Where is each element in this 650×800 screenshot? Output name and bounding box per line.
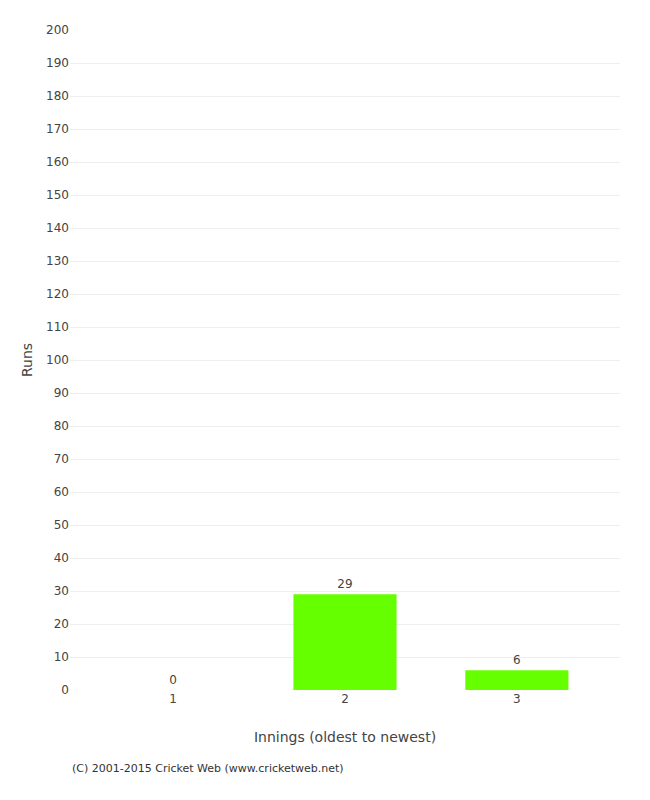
- svg-text:80: 80: [54, 419, 69, 433]
- svg-text:180: 180: [46, 89, 69, 103]
- svg-text:130: 130: [46, 254, 69, 268]
- svg-text:Innings (oldest to newest): Innings (oldest to newest): [254, 729, 436, 745]
- svg-text:1: 1: [169, 692, 177, 706]
- svg-text:30: 30: [54, 584, 69, 598]
- svg-text:60: 60: [54, 485, 69, 499]
- svg-text:10: 10: [54, 650, 69, 664]
- svg-text:70: 70: [54, 452, 69, 466]
- svg-text:50: 50: [54, 518, 69, 532]
- svg-text:6: 6: [513, 653, 521, 667]
- svg-text:40: 40: [54, 551, 69, 565]
- svg-text:0: 0: [61, 683, 69, 697]
- svg-text:(C) 2001-2015 Cricket Web (www: (C) 2001-2015 Cricket Web (www.cricketwe…: [72, 762, 344, 775]
- svg-text:2: 2: [341, 692, 349, 706]
- svg-text:190: 190: [46, 56, 69, 70]
- svg-text:110: 110: [46, 320, 69, 334]
- svg-text:200: 200: [46, 23, 69, 37]
- svg-text:160: 160: [46, 155, 69, 169]
- svg-text:100: 100: [46, 353, 69, 367]
- svg-text:0: 0: [169, 673, 177, 687]
- svg-text:Runs: Runs: [19, 343, 35, 377]
- svg-text:150: 150: [46, 188, 69, 202]
- svg-text:90: 90: [54, 386, 69, 400]
- svg-text:140: 140: [46, 221, 69, 235]
- svg-text:29: 29: [337, 577, 352, 591]
- svg-text:170: 170: [46, 122, 69, 136]
- svg-text:20: 20: [54, 617, 69, 631]
- svg-text:120: 120: [46, 287, 69, 301]
- svg-text:3: 3: [513, 692, 521, 706]
